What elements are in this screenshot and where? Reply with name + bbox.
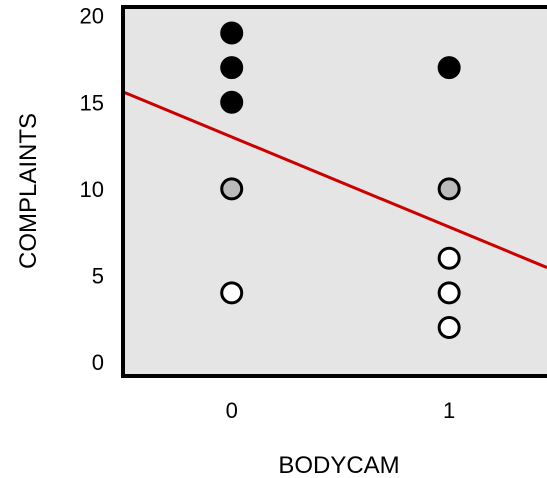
- data-point: [437, 177, 461, 201]
- x-tick-label: 0: [226, 398, 238, 423]
- data-point: [220, 177, 244, 201]
- data-point: [437, 56, 461, 80]
- y-tick-label: 20: [80, 4, 104, 29]
- y-tick-label: 10: [80, 177, 104, 202]
- data-point: [220, 21, 244, 45]
- y-tick-label: 0: [92, 350, 104, 375]
- x-tick-label: 1: [443, 398, 455, 423]
- data-point: [437, 281, 461, 305]
- data-point: [220, 56, 244, 80]
- data-point: [220, 90, 244, 114]
- plot-frame: [121, 5, 547, 378]
- y-axis-label: COMPLAINTS: [15, 113, 42, 269]
- y-tick-label: 5: [92, 264, 104, 289]
- data-point: [220, 281, 244, 305]
- data-point: [437, 315, 461, 339]
- y-tick-label: 15: [80, 90, 104, 115]
- x-axis-label: BODYCAM: [278, 452, 399, 478]
- plot-background: [123, 7, 547, 376]
- regression-line: [123, 90, 547, 269]
- data-point: [437, 246, 461, 270]
